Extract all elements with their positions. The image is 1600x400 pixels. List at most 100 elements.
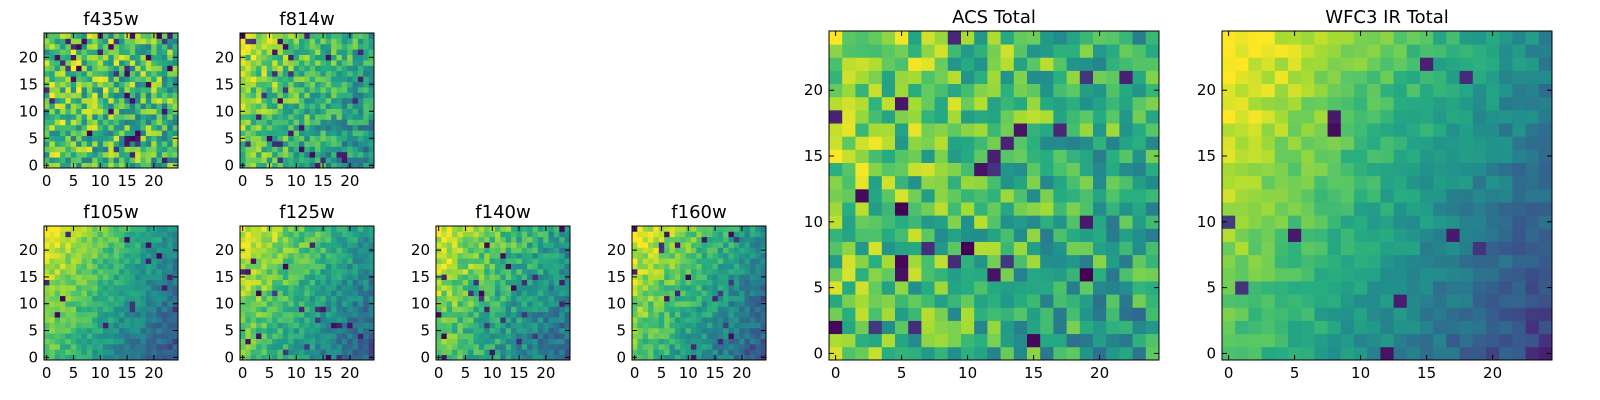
heatmap-cell bbox=[97, 70, 104, 77]
heatmap-cell bbox=[60, 333, 66, 339]
heatmap-cell bbox=[261, 54, 268, 61]
heatmap-cell bbox=[102, 231, 109, 238]
heatmap-cell bbox=[102, 322, 109, 329]
heatmap-cell bbox=[256, 279, 262, 286]
heatmap-cell bbox=[733, 311, 740, 318]
heatmap-cell bbox=[1248, 254, 1262, 269]
heatmap-cell bbox=[102, 103, 109, 109]
heatmap-cell bbox=[1027, 254, 1041, 269]
heatmap-cell bbox=[478, 322, 485, 329]
heatmap-cell bbox=[457, 263, 464, 270]
heatmap-cell bbox=[92, 54, 98, 61]
heatmap-cell bbox=[250, 258, 257, 264]
heatmap-cell bbox=[304, 135, 311, 142]
heatmap-cell bbox=[648, 306, 654, 313]
heatmap-cell bbox=[167, 65, 174, 72]
heatmap-cell bbox=[553, 301, 560, 307]
heatmap-cell bbox=[728, 247, 735, 254]
heatmap-cell bbox=[947, 307, 962, 321]
heatmap-cell bbox=[739, 311, 745, 318]
heatmap-cell bbox=[156, 274, 163, 280]
heatmap-cell bbox=[135, 327, 141, 334]
heatmap-cell bbox=[1340, 267, 1355, 282]
heatmap-cell bbox=[167, 97, 174, 104]
heatmap-cell bbox=[54, 327, 61, 334]
heatmap-cell bbox=[744, 306, 751, 313]
heatmap-cell bbox=[723, 317, 729, 323]
heatmap-cell bbox=[304, 349, 311, 356]
heatmap-cell bbox=[1093, 188, 1107, 203]
heatmap-cell bbox=[559, 252, 566, 259]
heatmap-cell bbox=[151, 130, 157, 136]
heatmap-cell bbox=[494, 349, 501, 356]
heatmap-cell bbox=[829, 215, 843, 229]
heatmap-cell bbox=[108, 236, 115, 243]
heatmap-cell bbox=[256, 322, 262, 329]
heatmap-cell bbox=[868, 320, 883, 335]
heatmap-cell bbox=[548, 338, 555, 345]
heatmap-cell bbox=[1222, 162, 1236, 177]
heatmap-cell bbox=[669, 301, 676, 307]
heatmap-cell bbox=[842, 136, 856, 150]
heatmap-cell bbox=[65, 141, 72, 147]
heatmap-cell bbox=[1040, 241, 1054, 256]
heatmap-cell bbox=[102, 226, 109, 232]
heatmap-cell bbox=[934, 44, 949, 58]
heatmap-cell bbox=[113, 76, 120, 82]
heatmap-cell bbox=[151, 38, 157, 45]
heatmap-cell bbox=[1538, 241, 1553, 256]
heatmap-cell bbox=[1367, 346, 1381, 361]
heatmap-cell bbox=[478, 290, 485, 297]
heatmap-cell bbox=[140, 54, 147, 61]
heatmap-cell bbox=[468, 226, 474, 232]
heatmap-cell bbox=[701, 327, 708, 334]
heatmap-cell bbox=[336, 349, 343, 356]
heatmap-cell bbox=[167, 317, 174, 323]
heatmap-cell bbox=[347, 124, 353, 131]
heatmap-cell bbox=[1446, 241, 1460, 256]
heatmap-cell bbox=[1013, 346, 1028, 361]
axes-frame bbox=[631, 225, 767, 361]
heatmap-cell bbox=[717, 343, 724, 350]
heatmap-cell bbox=[250, 92, 257, 99]
heatmap-cell bbox=[642, 301, 649, 307]
heatmap-cell bbox=[97, 284, 104, 291]
heatmap-cell bbox=[172, 151, 179, 158]
heatmap-cell bbox=[167, 284, 174, 291]
heatmap-cell bbox=[368, 236, 375, 243]
heatmap-cell bbox=[1274, 267, 1289, 282]
heatmap-cell bbox=[124, 252, 131, 259]
heatmap-cell bbox=[855, 44, 869, 58]
heatmap-cell bbox=[462, 311, 469, 318]
heatmap-cell bbox=[842, 254, 856, 269]
heatmap-cell bbox=[320, 135, 327, 142]
x-tick-label: 0 bbox=[831, 364, 841, 382]
heatmap-cell bbox=[842, 307, 856, 321]
heatmap-cell bbox=[119, 301, 125, 307]
heatmap-cell bbox=[1314, 215, 1328, 229]
heatmap-cell bbox=[113, 114, 120, 120]
heatmap-cell bbox=[1013, 281, 1028, 295]
heatmap-cell bbox=[468, 327, 474, 334]
heatmap-cell bbox=[921, 267, 935, 282]
heatmap-cell bbox=[261, 354, 268, 361]
heatmap-cell bbox=[86, 338, 93, 345]
heatmap-cell bbox=[282, 81, 289, 88]
heatmap-cell bbox=[441, 317, 448, 323]
heatmap-cell bbox=[1222, 320, 1236, 335]
heatmap-cell bbox=[250, 284, 257, 291]
heatmap-cell bbox=[65, 60, 72, 66]
x-tick-label: 20 bbox=[340, 172, 359, 190]
heatmap-cell bbox=[86, 349, 93, 356]
heatmap-cell bbox=[357, 157, 364, 163]
heatmap-cell bbox=[266, 130, 273, 136]
heatmap-cell bbox=[266, 290, 273, 297]
heatmap-cell bbox=[441, 338, 448, 345]
heatmap-cell bbox=[548, 327, 555, 334]
heatmap-cell bbox=[1013, 202, 1028, 216]
heatmap-cell bbox=[44, 263, 50, 270]
heatmap-cell bbox=[49, 301, 56, 307]
heatmap-cell bbox=[680, 354, 686, 361]
heatmap-cell bbox=[363, 322, 370, 329]
